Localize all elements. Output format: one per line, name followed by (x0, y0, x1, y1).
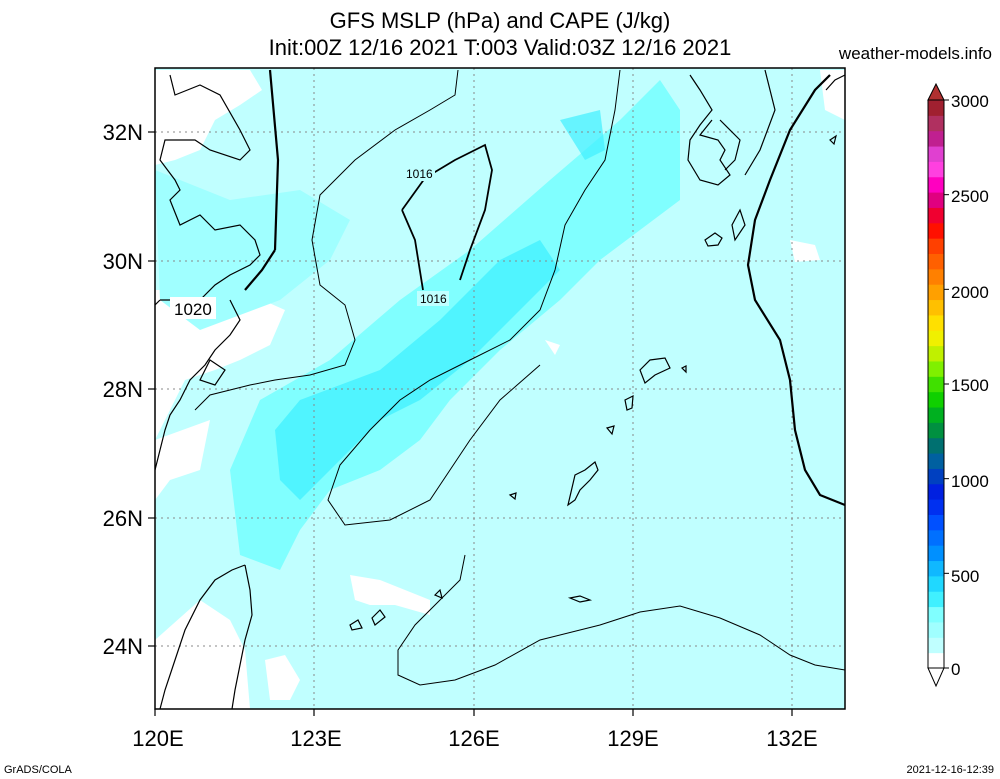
lon-label: 132E (766, 726, 817, 751)
colorbar-tick-label: 2000 (951, 283, 989, 302)
cape-colorbar: 3000 2500 2000 1500 1000 500 0 (927, 82, 989, 688)
colorbar-tick-labels: 3000 2500 2000 1500 1000 500 0 (951, 92, 989, 679)
colorbar-cell (928, 591, 944, 608)
isobar-1016-closed-w (401, 209, 424, 291)
colorbar-cell (928, 161, 944, 178)
lat-label: 32N (103, 120, 143, 145)
isobar-1018-south (397, 554, 845, 686)
lat-label: 26N (103, 506, 143, 531)
colorbar-cell (928, 499, 944, 515)
colorbar-cell (928, 192, 944, 208)
lon-label: 123E (290, 726, 341, 751)
colorbar-cell (928, 560, 944, 577)
lat-label: 24N (103, 634, 143, 659)
lat-labels: 32N 30N 28N 26N 24N (103, 120, 143, 659)
colorbar-tick-label: 500 (951, 567, 979, 586)
colorbar-cell (928, 422, 944, 439)
colorbar-cell (928, 115, 944, 132)
colorbar-cell (928, 407, 944, 423)
footer-timestamp: 2021-12-16-12:39 (906, 764, 994, 776)
colorbar-cell (928, 268, 944, 285)
isobar-1020-west-tail (244, 249, 276, 291)
colorbar-cell (928, 483, 944, 500)
isobar-labels: 1016 1016 1020 (170, 166, 449, 319)
colorbar-cell (928, 238, 944, 255)
colorbar-cell (928, 529, 944, 546)
colorbar-cell (928, 284, 944, 301)
colorbar-cell (928, 376, 944, 393)
lon-label: 120E (132, 726, 183, 751)
chart-title: GFS MSLP (hPa) and CAPE (J/kg) (329, 8, 671, 33)
chart-subtitle: Init:00Z 12/16 2021 T:003 Valid:03Z 12/1… (268, 35, 732, 60)
colorbar-cell (928, 314, 944, 331)
map-area: 1016 1016 1020 (155, 68, 845, 709)
colorbar-cell (928, 207, 944, 224)
colorbar-cell (928, 652, 944, 669)
colorbar-tick-label: 1500 (951, 376, 989, 395)
colorbar-cell (928, 345, 944, 362)
colorbar-cell (928, 330, 944, 347)
colorbar-tick-label: 1000 (951, 472, 989, 491)
colorbar-top-triangle (927, 82, 945, 101)
colorbar-cell (928, 222, 944, 239)
cape-band-2-west (155, 170, 350, 330)
isobar-label-1: 1016 (406, 167, 433, 181)
colorbar-cell (928, 360, 944, 377)
axis-ticks (148, 131, 793, 716)
colorbar-cell (928, 299, 944, 316)
colorbar-cell (928, 468, 944, 485)
isobar-1016-outer (194, 69, 459, 411)
colorbar-cell (928, 514, 944, 531)
cape-zero-areas (155, 70, 845, 709)
cape-band-4b (560, 110, 605, 160)
colorbar-cell (928, 253, 944, 270)
colorbar-cell (928, 176, 944, 193)
colorbar-cell (928, 437, 944, 454)
colorbar-cell (928, 637, 944, 654)
isobar-1020-east (746, 74, 845, 507)
colorbar-cell (928, 453, 944, 469)
footer-credit: GrADS/COLA (4, 764, 72, 776)
lon-label: 126E (448, 726, 499, 751)
colorbar-cell (928, 545, 944, 562)
site-label: weather-models.info (838, 44, 992, 63)
isobar-label-2: 1016 (420, 292, 447, 306)
isobar-label-3: 1020 (174, 300, 212, 319)
colorbar-cell (928, 391, 944, 408)
colorbar-cell (928, 606, 944, 623)
colorbar-tick-label: 3000 (951, 92, 989, 111)
colorbar-cell (928, 130, 944, 147)
lat-label: 30N (103, 249, 143, 274)
lat-label: 28N (103, 377, 143, 402)
isobar-1018-inner (327, 69, 621, 526)
graticule (155, 68, 845, 709)
colorbar-bottom-triangle (927, 667, 945, 688)
isobar-1020-west (268, 69, 280, 251)
colorbar-tick-label: 2500 (951, 187, 989, 206)
colorbar-tick-label: 0 (951, 660, 960, 679)
colorbar-cell (928, 575, 944, 592)
colorbar-cell (928, 100, 944, 116)
cape-band-4 (275, 240, 560, 500)
coastlines (155, 69, 845, 709)
colorbar-cell (928, 146, 944, 162)
lon-labels: 120E 123E 126E 129E 132E (132, 726, 817, 751)
lon-label: 129E (607, 726, 658, 751)
colorbar-cell (928, 621, 944, 638)
